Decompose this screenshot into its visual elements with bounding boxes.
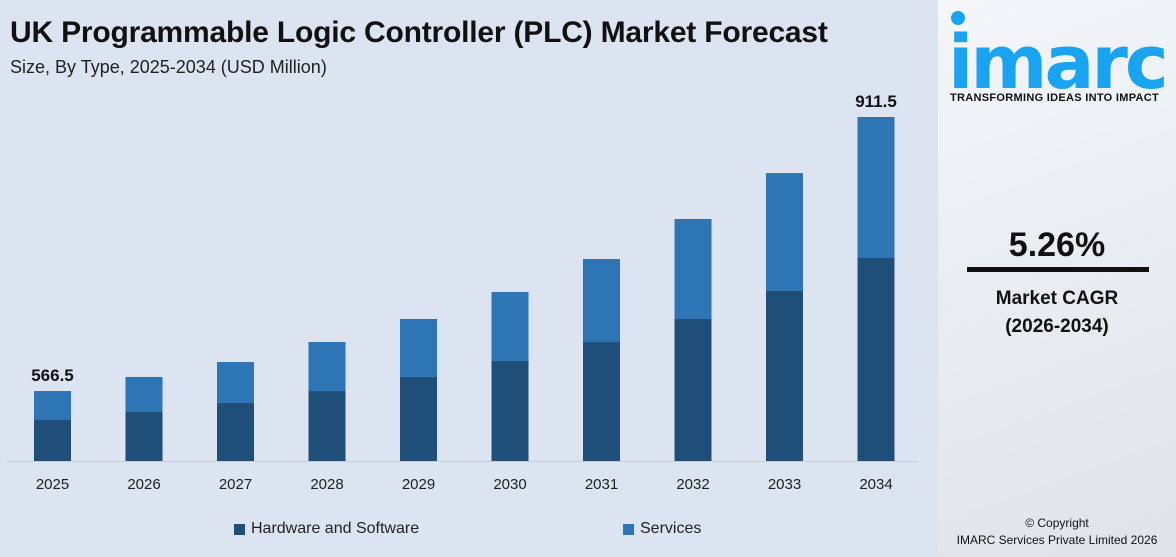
cagr-label: Market CAGR (2026-2034) — [938, 285, 1176, 341]
legend-label: Services — [640, 520, 702, 537]
logo-text: imarc — [948, 20, 1166, 93]
bar-services-2026 — [125, 376, 163, 412]
x-tick-label: 2026 — [127, 476, 160, 493]
bar-hardware-2025 — [34, 420, 71, 461]
chart-title: UK Programmable Logic Controller (PLC) M… — [10, 16, 828, 49]
cagr-value: 5.26% — [1008, 226, 1106, 264]
bar-hardware-2028 — [308, 391, 346, 461]
cagr-divider — [967, 267, 1149, 272]
copyright: © Copyright IMARC Services Private Limit… — [938, 515, 1176, 549]
bar-hardware-2029 — [400, 376, 437, 461]
legend-item-services: Services — [623, 520, 701, 538]
bar-services-2028 — [308, 342, 346, 392]
bar-services-2034 — [857, 117, 895, 258]
chart-panel: UK Programmable Logic Controller (PLC) M… — [6, 16, 918, 538]
cagr-period: (2026-2034) — [1005, 316, 1109, 337]
bar-services-2030 — [491, 291, 529, 362]
bar-chart: 2025 566.5 2026 2027 2028 2029 2030 2031 2032 203… — [6, 92, 918, 493]
copyright-text: © Copyright — [1025, 516, 1089, 530]
bar-services-2027 — [217, 362, 254, 404]
x-tick-label: 2025 — [36, 476, 69, 493]
copyright-owner: IMARC Services Private Limited 2026 — [956, 533, 1158, 547]
legend-item-hardware: Hardware and Software — [234, 520, 419, 538]
x-tick-label: 2030 — [493, 476, 526, 493]
x-tick-label: 2033 — [768, 476, 801, 493]
x-tick-label: 2029 — [402, 476, 435, 493]
bar-hardware-2032 — [674, 318, 712, 461]
bar-hardware-2031 — [583, 342, 620, 461]
bar-hardware-2034 — [857, 257, 895, 461]
bar-services-2032 — [674, 218, 712, 319]
legend-swatch — [623, 523, 634, 535]
bar-hardware-2033 — [766, 291, 803, 461]
x-tick-label: 2034 — [859, 476, 892, 493]
sidebar: imarc TRANSFORMING IDEAS INTO IMPACT 5.2… — [938, 0, 1176, 557]
data-label: 566.5 — [31, 366, 74, 385]
chart-subtitle: Size, By Type, 2025-2034 (USD Million) — [10, 57, 327, 77]
bar-services-2033 — [766, 173, 803, 292]
bar-hardware-2026 — [125, 411, 163, 461]
cagr-label-text: Market CAGR — [995, 288, 1119, 309]
bar-hardware-2027 — [217, 403, 254, 461]
legend-swatch — [234, 523, 245, 535]
data-label: 911.5 — [855, 92, 897, 111]
bar-services-2025 — [34, 391, 71, 421]
tagline: TRANSFORMING IDEAS INTO IMPACT — [950, 92, 1160, 104]
x-tick-label: 2027 — [219, 476, 252, 493]
x-tick-label: 2032 — [676, 476, 709, 493]
bar-services-2031 — [583, 259, 620, 343]
imarc-logo: imarc — [948, 11, 1169, 93]
bar-hardware-2030 — [491, 361, 529, 461]
legend-label: Hardware and Software — [251, 520, 420, 537]
bar-services-2029 — [400, 318, 437, 377]
x-tick-label: 2028 — [310, 476, 343, 493]
x-tick-label: 2031 — [585, 476, 618, 493]
